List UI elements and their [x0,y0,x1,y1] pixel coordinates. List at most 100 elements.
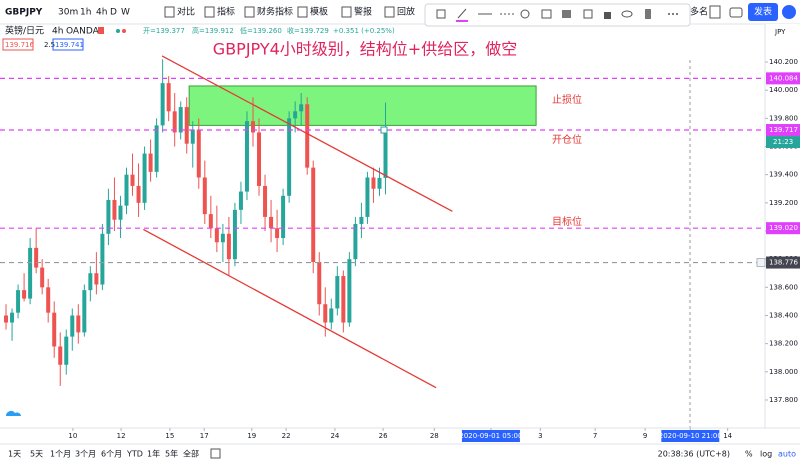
interval[interactable]: 1h [80,8,91,18]
candle-body [100,233,105,285]
trendline [161,55,453,212]
calendar-icon[interactable] [210,448,221,459]
range-button[interactable]: 3个月 [75,450,96,459]
price-marker [766,256,800,269]
y-tick-label: 140.000 [769,86,798,94]
candle-body [202,177,207,215]
candle-body [293,111,298,119]
tool-icon[interactable] [541,9,552,19]
trendline [143,228,437,389]
range-button[interactable]: 5天 [30,450,43,459]
legend-value: 139.741 [55,41,84,49]
candle-body [299,104,304,112]
scale-option[interactable]: auto [778,450,796,459]
publish-label[interactable]: 发表 [754,6,772,18]
x-tick-label: 2020-09-01 05:00 [459,432,522,440]
button-icon[interactable] [164,6,175,18]
tool-icon[interactable] [668,13,670,15]
toolbar-button[interactable]: 对比 [177,6,195,18]
scale-option[interactable]: % [745,450,753,459]
legend-ohlc: 开=139.377 [143,27,185,35]
play-icon[interactable] [782,5,796,19]
button-icon[interactable] [384,6,395,18]
legend-value: 139.716 [5,41,34,49]
interval[interactable]: 4h [96,8,107,18]
toolbar-button[interactable]: 警报 [354,6,372,18]
candle-body [244,121,249,192]
candle-body [94,273,99,285]
tool-icon[interactable] [672,13,674,15]
button-icon[interactable] [244,6,255,18]
button-icon[interactable] [341,6,352,18]
range-button[interactable]: 6个月 [101,450,122,459]
candle-body [70,315,75,337]
tool-icon[interactable] [562,10,571,18]
tool-icon[interactable] [457,8,467,19]
x-tick-label: 7 [593,432,597,440]
candle-body [377,177,382,189]
camera-icon[interactable] [729,7,743,18]
symbol[interactable]: GBPJPY [5,8,43,18]
candle-body [142,153,147,203]
tool-icon[interactable] [604,12,611,19]
countdown-box [766,136,800,149]
range-button[interactable]: 1个月 [50,450,71,459]
range-button[interactable]: 5年 [165,449,178,459]
range-button[interactable]: 全部 [183,449,199,459]
range-button[interactable]: 1年 [147,449,160,459]
interval[interactable]: D [110,8,117,18]
button-icon[interactable] [204,6,215,18]
tool-icon[interactable] [436,9,446,19]
button-icon[interactable] [297,6,308,18]
toolbar-button[interactable]: 模板 [310,6,328,18]
layout-name[interactable]: 多名 [690,6,708,18]
candle-body [118,205,123,220]
candle-body [329,308,334,323]
scale-option[interactable]: log [760,450,772,459]
toolbar-button[interactable]: 财务指标 [257,6,293,18]
candle-body [238,191,243,210]
range-button[interactable]: 1天 [8,450,21,459]
tool-icon[interactable] [583,9,593,19]
price-marker-label: 139.020 [769,224,798,232]
y-tick-label: 138.000 [769,368,798,376]
candle-body [34,247,39,268]
price-marker-label: 138.776 [769,259,798,267]
supply-zone [188,85,537,126]
candle-body [281,195,286,239]
y-tick-label: 139.800 [769,114,798,122]
candle-body [365,177,370,217]
candle-body [88,273,93,291]
candle-body [172,111,177,133]
interval[interactable]: 30m [58,8,78,18]
price-marker [766,222,800,235]
y-tick-label: 139.200 [769,199,798,207]
fullscreen-icon[interactable] [709,5,721,19]
candle-body [112,200,117,220]
x-highlight [661,430,720,442]
legend-flag [98,27,104,34]
candle-body [76,315,81,333]
toolbar-button[interactable]: 指标 [217,6,235,18]
clock: 20:38:36 (UTC+8) [658,450,730,459]
candle-body [178,107,183,133]
toolbar-button[interactable]: 回放 [397,6,415,18]
tool-icon[interactable] [520,9,530,19]
legend-interval: 4h [52,27,63,37]
tool-icon[interactable] [645,9,651,19]
legend-ohlc: 低=139.260 [240,26,282,35]
bottom-bar [0,444,800,464]
candle-body [317,261,322,305]
y-tick-label: 138.600 [769,283,798,291]
candle-body [184,107,189,144]
tool-icon[interactable] [676,13,678,15]
price-marker [766,124,800,137]
interval[interactable]: W [121,8,130,18]
candle-body [208,214,213,229]
tool-icon[interactable] [621,10,633,18]
candle-body [136,185,141,203]
range-button[interactable]: YTD [126,450,143,459]
candle-body [28,247,33,299]
publish-button[interactable] [748,3,778,21]
